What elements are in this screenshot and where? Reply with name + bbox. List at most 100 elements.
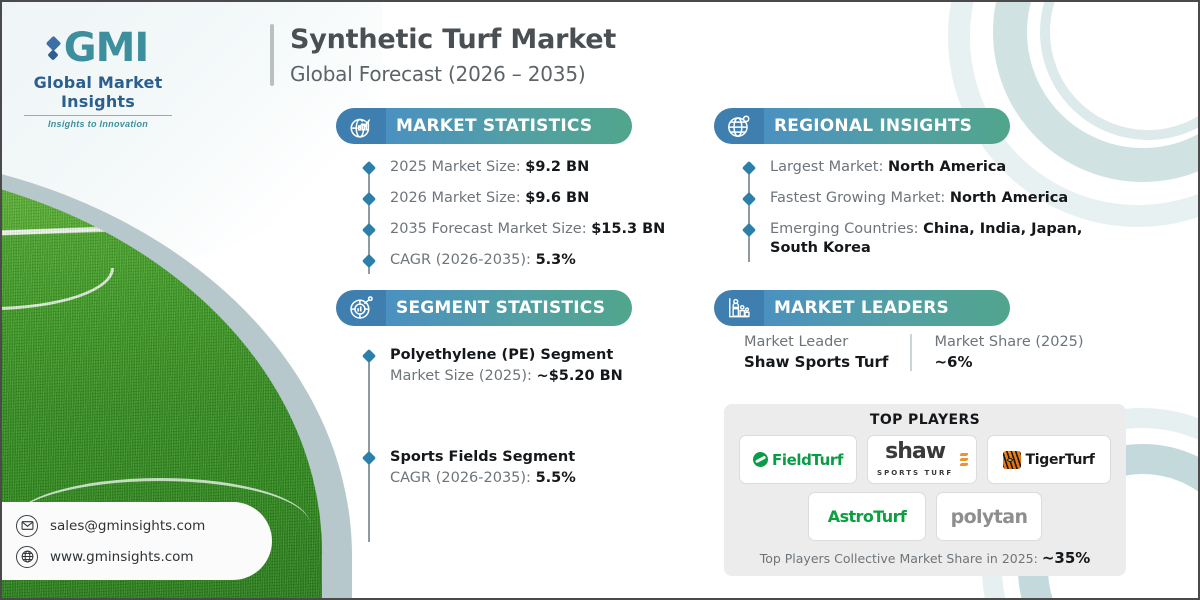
section-header-market-statistics: MARKET STATISTICS <box>336 108 632 144</box>
company-logo-card-polytan[interactable]: polytan <box>936 492 1042 541</box>
item-lead: Sports Fields Segment <box>390 449 576 466</box>
section-title-text: SEGMENT STATISTICS <box>396 298 606 318</box>
item-value: $15.3 BN <box>591 221 666 238</box>
contact-panel: sales@gminsights.com www.gminsights.com <box>2 502 272 580</box>
section-title-bar: MARKET STATISTICS <box>382 108 632 144</box>
top-players-panel: TOP PLAYERS FieldTurf shaw SPORTS TURF <box>724 404 1126 576</box>
list-item: CAGR (2026-2035): 5.3% <box>361 251 692 270</box>
logo-tagline: Insights to Innovation <box>47 119 149 129</box>
top-players-row-one: FieldTurf shaw SPORTS TURF TigerTurf <box>734 435 1116 484</box>
market-leader-label: Market Leader <box>744 334 849 350</box>
section-title-text: MARKET LEADERS <box>774 298 949 318</box>
list-item: Largest Market: North America <box>741 158 1102 177</box>
page-title: Synthetic Turf Market <box>290 24 617 55</box>
logo-diamond-icon <box>45 35 62 61</box>
top-right-arc-mid-decoration <box>993 2 1198 182</box>
market-leader-column: Market Leader Shaw Sports Turf <box>744 334 910 371</box>
section-title-bar: REGIONAL INSIGHTS <box>760 108 1010 144</box>
item-value: North America <box>887 159 1007 175</box>
item-value: 5.5% <box>535 470 576 487</box>
list-item: Emerging Countries: China, India, Japan,… <box>741 220 1102 258</box>
top-players-title: TOP PLAYERS <box>869 412 981 428</box>
item-label: Fastest Growing Market: <box>770 190 946 207</box>
fieldturf-ball-icon <box>752 452 768 467</box>
company-name: shaw <box>885 438 946 464</box>
page-title-block: Synthetic Turf Market Global Forecast (2… <box>270 24 616 86</box>
globe-icon <box>16 545 38 568</box>
diamond-bullet-icon <box>361 348 377 364</box>
item-label: CAGR (2026-2035): <box>390 470 531 487</box>
company-tagline: SPORTS TURF <box>877 468 954 477</box>
section-header-market-leaders: MARKET LEADERS <box>714 290 1010 326</box>
item-value: ~$5.20 BN <box>536 368 623 385</box>
item-label: 2035 Forecast Market Size: <box>390 221 587 238</box>
globe-chart-icon <box>336 108 386 144</box>
tiger-face-icon <box>1003 450 1022 469</box>
timeline-track <box>368 355 370 542</box>
timeline-track <box>748 167 750 262</box>
company-logo-card-tigerturf[interactable]: TigerTurf <box>987 435 1111 484</box>
logo-company-name: Global Market Insights <box>33 73 163 111</box>
item-label: Market Size (2025): <box>390 368 532 385</box>
item-label: 2025 Market Size: <box>390 159 521 175</box>
diamond-bullet-icon <box>361 192 377 207</box>
item-value: North America <box>949 190 1069 207</box>
section-header-segment-statistics: SEGMENT STATISTICS <box>336 290 632 326</box>
company-logo-card-shaw[interactable]: shaw SPORTS TURF <box>867 435 977 484</box>
item-value: 5.3% <box>535 252 576 269</box>
list-item: Sports Fields Segment CAGR (2026-2035): … <box>361 448 662 488</box>
top-players-footer: Top Players Collective Market Share in 2… <box>734 549 1116 567</box>
title-accent-bar <box>270 24 274 86</box>
collective-share-value: ~35% <box>1041 549 1091 567</box>
shaw-stripes-icon <box>959 452 969 468</box>
shaw-sports-turf-logo: shaw SPORTS TURF <box>876 438 969 479</box>
diamond-bullet-icon <box>361 160 377 176</box>
item-value: China, India, Japan, South Korea <box>770 221 1083 257</box>
market-leader-value: Shaw Sports Turf <box>744 353 889 371</box>
fieldturf-logo: FieldTurf <box>752 450 844 469</box>
logo-divider <box>24 115 172 116</box>
diamond-bullet-icon <box>741 160 757 176</box>
company-name: FieldTurf <box>771 450 844 469</box>
list-item: 2026 Market Size: $9.6 BN <box>361 189 692 208</box>
tigerturf-logo: TigerTurf <box>1003 450 1095 469</box>
collective-share-label: Top Players Collective Market Share in 2… <box>759 551 1038 566</box>
market-statistics-list: 2025 Market Size: $9.2 BN 2026 Market Si… <box>361 158 692 283</box>
list-item: Fastest Growing Market: North America <box>741 189 1102 208</box>
section-title-bar: MARKET LEADERS <box>760 290 1010 326</box>
contact-email-row[interactable]: sales@gminsights.com <box>16 514 272 537</box>
company-logo-card-fieldturf[interactable]: FieldTurf <box>739 435 857 484</box>
top-right-arc-inner-decoration <box>1040 2 1198 140</box>
pie-chart-target-icon <box>336 290 386 326</box>
market-share-label: Market Share (2025) <box>934 334 1084 350</box>
diamond-bullet-icon <box>361 451 377 466</box>
list-item: Polyethylene (PE) Segment Market Size (2… <box>361 346 662 386</box>
company-name: AstroTurf <box>827 507 907 526</box>
company-name: polytan <box>950 505 1028 528</box>
envelope-icon <box>16 514 38 537</box>
top-players-row-two: AstroTurf polytan <box>734 492 1116 541</box>
market-leaders-body: Market Leader Shaw Sports Turf Market Sh… <box>744 334 1106 371</box>
section-title-text: REGIONAL INSIGHTS <box>774 116 973 136</box>
market-share-column: Market Share (2025) ~6% <box>910 334 1105 371</box>
contact-website: www.gminsights.com <box>50 548 194 565</box>
timeline-track <box>368 167 370 274</box>
company-name: TigerTurf <box>1025 451 1095 468</box>
company-logo-card-astroturf[interactable]: AstroTurf <box>808 492 926 541</box>
contact-website-row[interactable]: www.gminsights.com <box>16 545 272 568</box>
section-title-text: MARKET STATISTICS <box>396 116 593 136</box>
diamond-bullet-icon <box>361 254 377 269</box>
item-label: 2026 Market Size: <box>390 190 521 207</box>
section-header-regional-insights: REGIONAL INSIGHTS <box>714 108 1010 144</box>
regional-insights-list: Largest Market: North America Fastest Gr… <box>741 158 1102 271</box>
contact-email: sales@gminsights.com <box>50 517 206 534</box>
segment-statistics-list: Polyethylene (PE) Segment Market Size (2… <box>361 346 662 551</box>
item-value: $9.2 BN <box>525 159 590 175</box>
item-label: CAGR (2026-2035): <box>390 252 531 269</box>
section-title-bar: SEGMENT STATISTICS <box>382 290 632 326</box>
globe-pin-icon <box>714 108 764 144</box>
diamond-bullet-icon <box>361 223 377 238</box>
list-item: 2035 Forecast Market Size: $15.3 BN <box>361 220 692 239</box>
gmi-logo: GMI Global Market Insights Insights to I… <box>14 28 182 129</box>
